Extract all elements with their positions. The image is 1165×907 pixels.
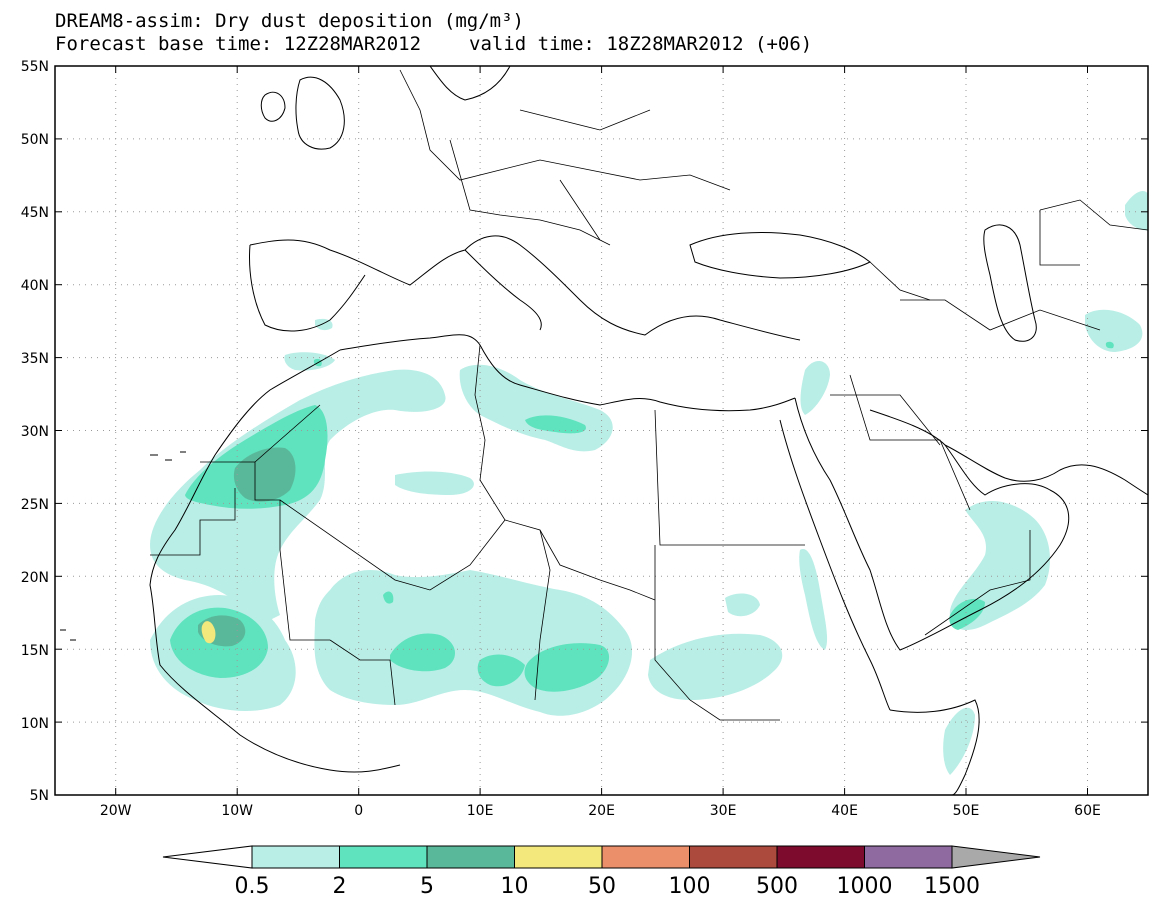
colorbar-swatch-2	[426, 845, 515, 869]
lon-label: 60E	[1074, 803, 1101, 819]
colorbar-swatch-0	[251, 845, 340, 869]
colorbar-label: 50	[588, 874, 616, 899]
colorbar-label: 0.5	[235, 874, 270, 899]
axis-ticks	[55, 66, 1148, 795]
longitude-labels: 20W 10W 0 10E 20E 30E 40E 50E 60E	[100, 803, 1101, 819]
country-borders	[150, 69, 1148, 721]
colorbar-label: 10	[501, 874, 529, 899]
dust-region-darfur-core	[524, 643, 610, 692]
colorbar-label: 5	[420, 874, 434, 899]
coastline-africa-west	[149, 349, 401, 773]
dust-region-chad	[725, 593, 760, 617]
coastline-arabia	[794, 397, 1070, 651]
dust-region-east-edge	[1125, 191, 1148, 231]
coastline-canary-islands	[150, 451, 186, 461]
dust-region-libya-core	[525, 415, 586, 434]
lon-label: 50E	[953, 803, 980, 819]
lat-label: 45N	[21, 205, 49, 221]
colorbar-swatch-1	[339, 845, 428, 869]
latitude-labels: 55N 50N 45N 40N 35N 30N 25N 20N 15N 10N …	[21, 59, 49, 804]
colorbar-label: 100	[669, 874, 711, 899]
lon-label: 10E	[467, 803, 494, 819]
dust-region-tunisia	[315, 318, 333, 331]
coastline-ireland	[260, 91, 286, 122]
colorbar	[162, 845, 1041, 869]
dust-region-levant	[800, 360, 830, 415]
colorbar-label: 1000	[837, 874, 893, 899]
coastline-caspian	[983, 224, 1037, 342]
coastline-italy	[464, 249, 542, 331]
base-time-label: Forecast base time: 12Z28MAR2012	[55, 33, 422, 55]
coastline-mediterranean-north	[249, 235, 801, 341]
coastline-black-sea	[689, 232, 871, 279]
colorbar-swatch-5	[689, 845, 778, 869]
dust-region-oman-core	[949, 598, 985, 630]
coastline-iberia	[249, 244, 366, 332]
colorbar-swatch-6	[776, 845, 865, 869]
lon-label: 40E	[831, 803, 858, 819]
colorbar-label: 1500	[924, 874, 980, 899]
colorbar-high-arrow	[951, 845, 1041, 869]
dust-region-caspian	[1085, 309, 1143, 352]
dust-region-red-sea	[799, 549, 828, 650]
coastline-cape-verde	[60, 629, 76, 641]
dust-region-sudan	[648, 633, 783, 700]
colorbar-label: 2	[333, 874, 347, 899]
lat-label: 10N	[21, 716, 49, 732]
dust-region-mali-max	[201, 621, 216, 644]
dust-region-arabia-east	[949, 500, 1050, 630]
coastline-horn	[889, 699, 980, 795]
lat-label: 40N	[21, 278, 49, 294]
coastline-persian-gulf	[944, 444, 1148, 496]
dust-region-morocco-coast	[284, 352, 335, 371]
colorbar-label: 500	[756, 874, 798, 899]
lat-label: 35N	[21, 351, 49, 367]
lon-label: 0	[354, 803, 363, 819]
lat-label: 55N	[21, 59, 49, 75]
lat-label: 5N	[30, 788, 49, 804]
colorbar-swatch-3	[514, 845, 603, 869]
gridlines	[55, 66, 1148, 795]
dust-region-caspian-dot	[1105, 341, 1114, 349]
dust-region-somalia	[943, 707, 975, 775]
lat-label: 30N	[21, 424, 49, 440]
dust-region-algeria-strip	[395, 471, 474, 495]
colorbar-swatch-7	[864, 845, 953, 869]
coastline-red-sea-west	[779, 419, 891, 711]
lon-label: 20W	[100, 803, 132, 819]
lat-label: 15N	[21, 643, 49, 659]
lon-label: 30E	[710, 803, 737, 819]
valid-time-label: valid time: 18Z28MAR2012 (+06)	[469, 33, 813, 55]
map-title: DREAM8-assim: Dry dust deposition (mg/m³…	[55, 10, 524, 32]
colorbar-swatch-4	[601, 845, 690, 869]
dust-region-niger-core	[390, 633, 456, 672]
lat-label: 25N	[21, 497, 49, 513]
coastlines	[60, 66, 1148, 795]
lat-label: 20N	[21, 570, 49, 586]
map-subtitle: Forecast base time: 12Z28MAR2012 valid ti…	[55, 33, 812, 55]
dust-region-morocco-peak	[233, 447, 296, 502]
dust-field-layer	[150, 191, 1148, 775]
lon-label: 20E	[588, 803, 615, 819]
colorbar-labels: 0.5 2 5 10 50 100 500 1000 1500	[235, 874, 981, 899]
coastline-africa-north	[339, 334, 796, 412]
lon-label: 10W	[221, 803, 253, 819]
coastline-scandinavia	[429, 66, 511, 101]
colorbar-low-arrow	[162, 845, 253, 869]
dust-region-niger-dot	[383, 591, 394, 604]
coastline-britain	[295, 76, 345, 150]
dust-region-chad-core	[477, 654, 525, 687]
lat-label: 50N	[21, 132, 49, 148]
